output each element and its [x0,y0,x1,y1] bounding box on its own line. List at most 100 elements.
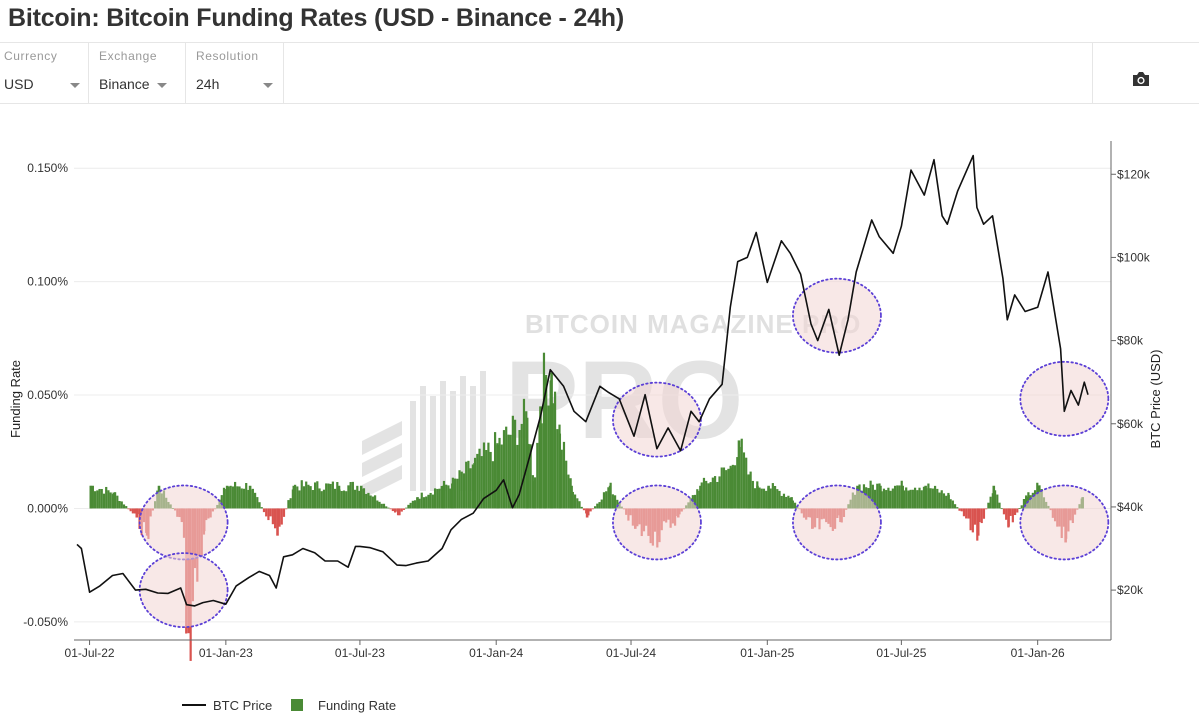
caret-down-icon [157,83,167,88]
funding-bar [580,506,583,509]
funding-bar [965,508,968,519]
funding-bar [513,419,517,509]
page-title: Bitcoin: Bitcoin Funding Rates (USD - Bi… [8,4,625,32]
funding-bar [745,457,748,509]
funding-bar [449,488,452,509]
funding-bar [359,485,363,509]
funding-bar [282,508,286,517]
funding-bar [1011,508,1014,523]
funding-bar [1007,508,1010,527]
y-axis-ticks: 0.150% 0.100% 0.050% 0.000% -0.050% [23,161,68,629]
funding-bar [1020,505,1023,509]
funding-bar [942,493,946,509]
funding-bar [322,489,326,509]
exchange-select[interactable]: Exchange Binance [89,43,186,103]
funding-bar [591,508,594,510]
funding-bar [451,483,454,509]
funding-bar [125,506,128,509]
funding-bar [320,491,323,509]
resolution-select[interactable]: Resolution 24h [186,43,284,103]
funding-bar [222,487,226,509]
funding-bar [947,494,950,509]
funding-bar [578,501,581,509]
funding-bar [276,508,279,536]
funding-bar [329,483,332,509]
funding-bar [345,491,348,509]
funding-bar [976,508,980,536]
funding-bar [505,426,508,509]
funding-bar [1018,508,1021,509]
funding-bar [122,504,126,509]
funding-bar [898,485,901,509]
funding-bar [1005,508,1008,520]
funding-bar [400,508,403,512]
funding-bar [100,488,103,509]
funding-bar [391,508,394,512]
funding-bar [751,480,754,509]
funding-bar [876,483,879,509]
funding-bar [956,507,959,509]
funding-bar [989,496,992,509]
funding-bar [358,490,361,509]
funding-bar [730,467,733,509]
funding-bar [491,461,494,509]
funding-bar [980,508,983,524]
y-tick-label: 0.000% [27,501,68,515]
funding-bar [520,423,523,509]
legend-funding-label: Funding Rate [318,698,396,713]
funding-bar [727,468,730,509]
funding-bar [985,508,988,510]
funding-bar [453,478,457,509]
funding-bar [256,497,259,509]
exchange-label: Exchange [99,49,158,63]
funding-bar [589,508,592,512]
funding-bar [769,488,772,509]
funding-bar [778,490,781,509]
funding-bar [969,508,972,531]
funding-bar [405,507,408,509]
funding-bar [699,485,702,509]
funding-rate-chart: BITCOIN MAGAZINE PRO PRO 0.150% 0.100% 0.0… [8,141,1163,713]
funding-bar [333,488,337,509]
funding-bar [725,470,728,509]
funding-bar [507,434,510,509]
funding-bar [996,494,999,509]
funding-bar [91,485,94,509]
funding-bar [516,444,519,509]
funding-bar [1022,499,1026,509]
x-tick-label: 01-Jan-25 [740,646,794,660]
funding-bar [607,487,610,509]
funding-bar [916,490,919,509]
highlight-circle [792,484,882,561]
funding-bar [116,495,119,509]
snapshot-button[interactable] [1092,43,1199,103]
funding-bar [924,485,927,509]
y2-tick-label: $20k [1117,583,1144,597]
funding-bar [260,507,263,509]
funding-bar [133,508,137,514]
funding-bar [605,491,608,509]
funding-bar [889,490,892,509]
funding-bar [407,504,410,509]
funding-bar [238,486,241,509]
funding-bar [949,499,952,509]
funding-bar [298,490,301,509]
funding-bar [1000,508,1003,510]
funding-bar [476,453,479,509]
funding-bar [353,489,357,509]
funding-bar [500,444,503,509]
funding-bar [953,504,957,509]
funding-bar [533,481,536,509]
y2-axis-ticks: $120k $100k $80k $60k $40k $20k [1111,167,1151,597]
funding-bar [367,492,370,509]
funding-bar [431,494,434,509]
currency-select[interactable]: Currency USD [0,43,89,103]
funding-bar [436,488,439,509]
funding-bar [531,475,534,509]
resolution-value: 24h [196,76,220,92]
highlight-circles [138,277,1110,629]
funding-bar [469,468,472,509]
funding-bar [337,485,341,509]
funding-bar [529,444,532,509]
funding-bar [418,498,421,509]
